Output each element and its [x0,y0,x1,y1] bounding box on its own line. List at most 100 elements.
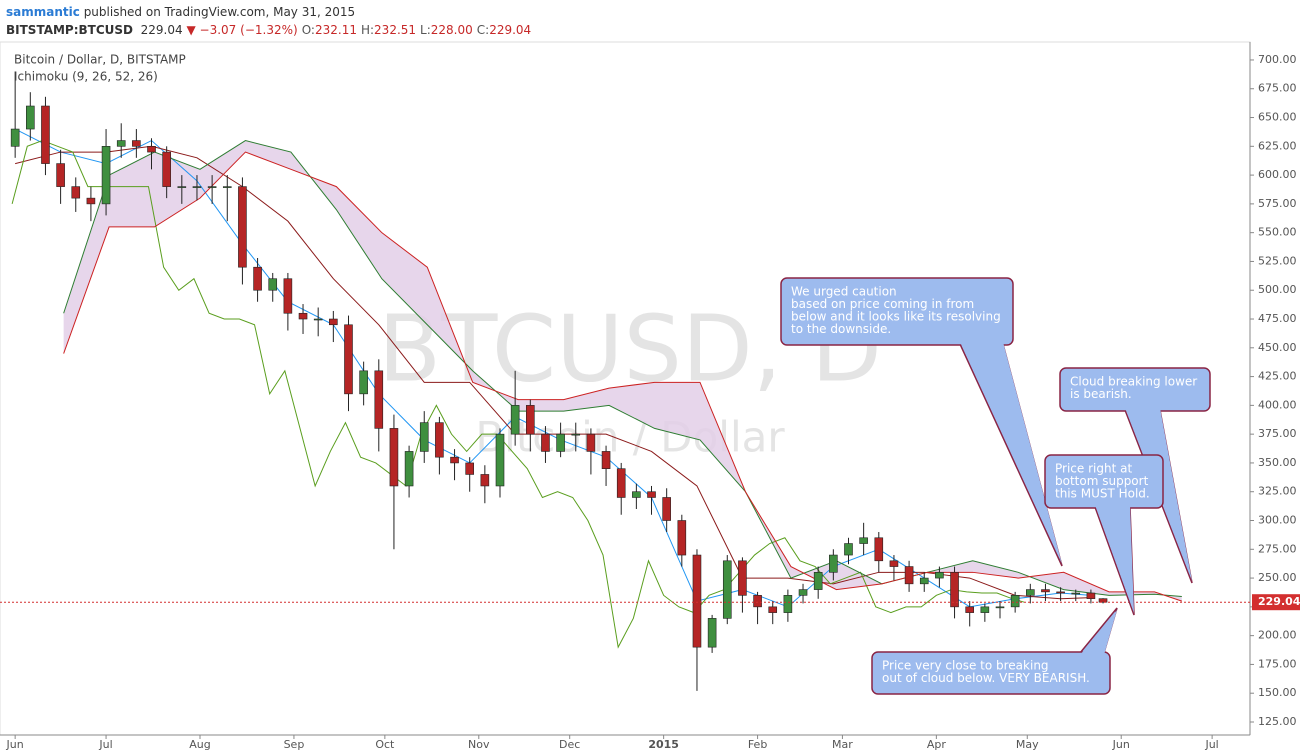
down-arrow: ▼ [186,23,196,37]
candle-body [207,186,217,188]
x-tick-label: Oct [375,738,395,751]
candle-body [813,572,823,590]
candle-body [329,318,338,326]
y-tick-label: 275.00 [1258,542,1297,555]
ohlc-value: 232.11 [314,23,357,37]
last-price: 229.04 [140,23,183,37]
header-line: sammantic published on TradingView.com, … [6,3,531,21]
x-tick-label: Jul [1204,738,1218,751]
author[interactable]: sammantic [6,5,80,19]
candle-body [768,606,778,613]
x-tick-label: Aug [189,738,210,751]
indicator-label: Ichimoku (9, 26, 52, 26) [14,70,158,84]
candle-body [919,577,929,585]
y-tick-label: 575.00 [1258,197,1297,210]
chart-title: Bitcoin / Dollar, D, BITSTAMP [14,53,186,67]
x-tick-label: 2015 [648,738,679,751]
ohlc-label: H: [360,23,375,37]
y-tick-label: 125.00 [1258,715,1297,728]
candle-body [798,589,808,596]
x-tick-label: Jul [98,738,112,751]
ohlc-value: 228.00 [430,23,473,37]
ohlc: O:232.11 H:232.51 L:228.00 C:229.04 [298,23,532,37]
candle-body [116,140,126,147]
candle-body [935,572,944,579]
candle-body [465,462,474,475]
callout-seam [1095,505,1134,613]
y-tick-label: 325.00 [1258,485,1297,498]
symbol: BITSTAMP:BTCUSD [6,23,134,37]
candle-body [753,595,762,608]
candle-body [874,537,884,562]
callout-box [780,277,1014,346]
candle-body [556,433,565,452]
candle-body [1086,592,1096,599]
candle-body [404,451,414,487]
candle-body [253,266,262,291]
candle-body [283,278,293,314]
quote-line: BITSTAMP:BTCUSD 229.04 ▼ −3.07 (−1.32%) O… [6,21,531,39]
candle-body [10,128,20,147]
candle-body [526,405,535,435]
y-tick-label: 200.00 [1258,629,1297,642]
candle-body [844,543,853,556]
callout-box [871,651,1111,695]
candle-body [1071,592,1081,595]
candle-body [965,606,974,613]
candle-body [889,560,899,567]
candle-body [359,370,368,395]
candle-body [192,186,202,188]
callout-text: is bearish. [1070,387,1132,401]
candle-body [722,560,732,619]
candle-body [268,278,278,291]
y-tick-label: 150.00 [1258,686,1297,699]
callout-text: to the downside. [791,322,891,336]
candle-body [147,146,156,153]
y-tick-label: 675.00 [1258,82,1297,95]
x-tick-label: Feb [748,738,767,751]
callout-text: Price right at [1055,462,1132,476]
x-tick-label: Apr [927,738,947,751]
ichimoku-cloud [63,140,1182,602]
ohlc-label: C: [476,23,490,37]
candle-body [738,560,747,596]
x-tick-label: Mar [832,738,853,751]
candle-body [132,140,141,147]
x-tick-label: Jun [1112,738,1130,751]
y-tick-label: 450.00 [1258,341,1297,354]
candle-body [450,456,459,464]
candle-body [904,566,914,585]
candle-body [56,163,65,187]
y-tick-label: 650.00 [1258,111,1297,124]
last-price-tag-label: 229.04 [1258,595,1301,608]
span-b-line [63,151,1182,602]
candle-body [238,186,247,268]
callout-text: Cloud breaking lower [1070,375,1197,389]
callout-seam [960,342,1062,564]
callout-text: out of cloud below. VERY BEARISH. [882,671,1090,685]
y-tick-label: 425.00 [1258,370,1297,383]
y-tick-label: 175.00 [1258,657,1297,670]
y-tick-label: 500.00 [1258,283,1297,296]
y-tick-label: 600.00 [1258,168,1297,181]
header: sammantic published on TradingView.com, … [6,3,531,39]
candle-body [389,428,399,487]
x-tick-label: Nov [468,738,490,751]
ohlc-label: L: [420,23,431,37]
ohlc-value: 232.51 [374,23,417,37]
span-a-line [63,140,1182,597]
last-price-tag [1252,594,1300,611]
callout-text: this MUST Hold. [1055,487,1150,501]
x-tick-label: May [1016,738,1039,751]
candle-body [980,606,990,613]
y-tick-label: 625.00 [1258,139,1297,152]
candle-body [510,405,520,435]
callout-text: We urged caution [791,285,897,299]
candle-body [662,497,671,521]
y-tick-label: 550.00 [1258,226,1297,239]
change: −3.07 (−1.32%) [199,23,298,37]
candle-body [586,433,596,452]
candle-body [86,197,96,205]
candle-body [1056,591,1065,594]
ohlc-label: O: [301,23,315,37]
